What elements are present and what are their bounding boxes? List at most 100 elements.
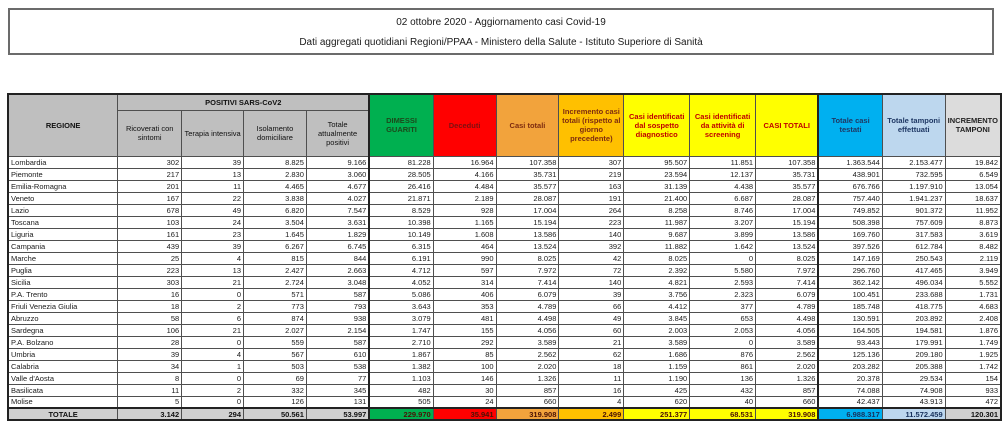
- value-cell: 481: [432, 311, 497, 325]
- value-cell: 2.189: [432, 191, 497, 205]
- value-cell: 11: [117, 383, 183, 397]
- totale-label: TOTALE: [7, 407, 119, 421]
- value-cell: 8.025: [755, 251, 819, 265]
- value-cell: 0: [181, 335, 245, 349]
- region-cell: Lombardia: [7, 155, 119, 169]
- value-cell: 9.166: [305, 155, 370, 169]
- value-cell: 2.027: [243, 323, 307, 337]
- value-cell: 16: [558, 383, 625, 397]
- value-cell: 16: [117, 287, 183, 301]
- value-cell: 74.908: [881, 383, 946, 397]
- value-cell: 39: [181, 155, 245, 169]
- value-cell: 1.608: [432, 227, 497, 241]
- value-cell: 5.552: [944, 275, 1002, 289]
- value-cell: 161: [117, 227, 183, 241]
- value-cell: 2.562: [495, 347, 560, 361]
- value-cell: 31.139: [623, 179, 691, 193]
- value-cell: 3.504: [243, 215, 307, 229]
- value-cell: 620: [623, 395, 691, 409]
- value-cell: 587: [305, 287, 370, 301]
- value-cell: 147.169: [817, 251, 883, 265]
- value-cell: 217: [117, 167, 183, 181]
- value-cell: 4.677: [305, 179, 370, 193]
- totale-value-cell: 50.561: [243, 407, 307, 421]
- value-cell: 2.392: [623, 263, 691, 277]
- totale-value-cell: 3.142: [117, 407, 183, 421]
- value-cell: 69: [243, 371, 307, 385]
- value-cell: 233.688: [881, 287, 946, 301]
- value-cell: 8.746: [689, 203, 757, 217]
- value-cell: 876: [689, 347, 757, 361]
- value-cell: 167: [117, 191, 183, 205]
- value-cell: 406: [432, 287, 497, 301]
- value-cell: 126: [243, 395, 307, 409]
- value-cell: 610: [305, 347, 370, 361]
- value-cell: 140: [558, 227, 625, 241]
- value-cell: 185.748: [817, 299, 883, 313]
- value-cell: 7.972: [755, 263, 819, 277]
- value-cell: 4.484: [432, 179, 497, 193]
- value-cell: 30: [432, 383, 497, 397]
- value-cell: 42.437: [817, 395, 883, 409]
- value-cell: 2: [181, 383, 245, 397]
- value-cell: 653: [689, 311, 757, 325]
- value-cell: 6: [181, 311, 245, 325]
- value-cell: 131: [305, 395, 370, 409]
- value-cell: 125.136: [817, 347, 883, 361]
- value-cell: 1.747: [368, 323, 434, 337]
- value-cell: 901.372: [881, 203, 946, 217]
- value-cell: 1.867: [368, 347, 434, 361]
- value-cell: 2.020: [495, 359, 560, 373]
- value-cell: 4.465: [243, 179, 307, 193]
- region-cell: Molise: [7, 395, 119, 409]
- value-cell: 106: [117, 323, 183, 337]
- value-cell: 332: [243, 383, 307, 397]
- value-cell: 3.643: [368, 299, 434, 313]
- value-cell: 2.427: [243, 263, 307, 277]
- region-cell: Basilicata: [7, 383, 119, 397]
- value-cell: 3.619: [944, 227, 1002, 241]
- value-cell: 74.088: [817, 383, 883, 397]
- value-cell: 26.416: [368, 179, 434, 193]
- value-cell: 21: [558, 335, 625, 349]
- value-cell: 205.388: [881, 359, 946, 373]
- value-cell: 163: [558, 179, 625, 193]
- value-cell: 4.821: [623, 275, 691, 289]
- value-cell: 11.987: [623, 215, 691, 229]
- value-cell: 35.731: [495, 167, 560, 181]
- totale-value-cell: 2.499: [558, 407, 625, 421]
- value-cell: 362.142: [817, 275, 883, 289]
- table-row-molise: Molise 5 0 126 131 505 24 660 4 620 40 660 42.437 43.…: [7, 395, 1002, 409]
- value-cell: 303: [117, 275, 183, 289]
- table-row-valle-d-aosta: Valle d'Aosta 8 0 69 77 1.103 146 1.326 11 1.190 1…: [7, 371, 1002, 385]
- region-cell: Liguria: [7, 227, 119, 241]
- value-cell: 155: [432, 323, 497, 337]
- table-row-calabria: Calabria 34 1 503 538 1.382 100 2.020 18 1.159 861…: [7, 359, 1002, 373]
- totale-value-cell: 68.531: [689, 407, 757, 421]
- table-row-sardegna: Sardegna 106 21 2.027 2.154 1.747 155 4.056 60 2.…: [7, 323, 1002, 337]
- value-cell: 146: [432, 371, 497, 385]
- value-cell: 4.052: [368, 275, 434, 289]
- value-cell: 3.079: [368, 311, 434, 325]
- value-cell: 250.543: [881, 251, 946, 265]
- column-header-deceduti: Deceduti: [432, 93, 497, 157]
- value-cell: 757.440: [817, 191, 883, 205]
- value-cell: 8.529: [368, 203, 434, 217]
- value-cell: 21: [181, 323, 245, 337]
- value-cell: 439: [117, 239, 183, 253]
- value-cell: 8.482: [944, 239, 1002, 253]
- value-cell: 2.830: [243, 167, 307, 181]
- region-cell: Marche: [7, 251, 119, 265]
- value-cell: 302: [117, 155, 183, 169]
- value-cell: 191: [558, 191, 625, 205]
- value-cell: 757.609: [881, 215, 946, 229]
- value-cell: 4.166: [432, 167, 497, 181]
- value-cell: 482: [368, 383, 434, 397]
- value-cell: 23.594: [623, 167, 691, 181]
- value-cell: 7.547: [305, 203, 370, 217]
- value-cell: 1.326: [495, 371, 560, 385]
- value-cell: 4.056: [755, 323, 819, 337]
- value-cell: 6.687: [689, 191, 757, 205]
- value-cell: 6.820: [243, 203, 307, 217]
- column-header-totale-tamponi-effettuati: Totale tamponi effettuati: [881, 93, 946, 157]
